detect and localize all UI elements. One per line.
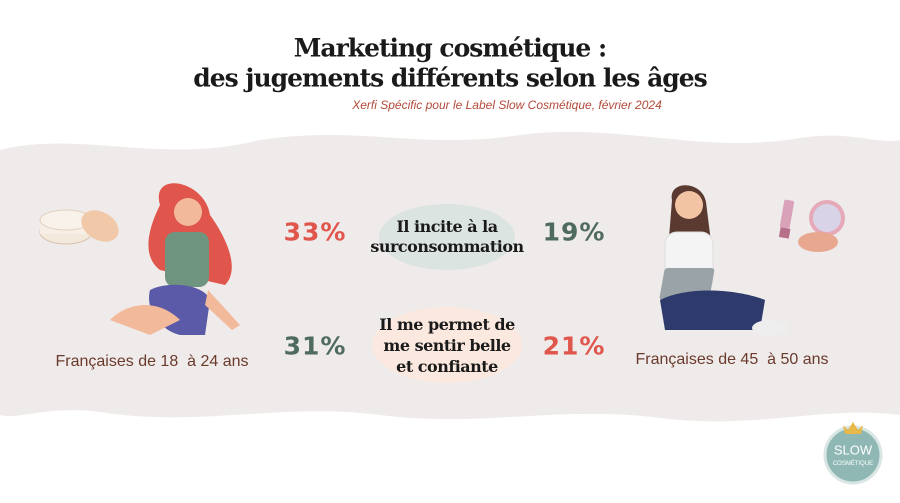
statement-line: Il incite à la [396, 217, 498, 236]
statement-bubble [379, 204, 515, 270]
title-line: Marketing cosmétique : [293, 33, 608, 63]
percentage: 31% [283, 331, 347, 361]
statement-line: me sentir belle [383, 336, 511, 355]
source: Xerfi Spécific pour le Label Slow Cosmét… [352, 98, 662, 112]
statement-line: et confiante [396, 357, 498, 376]
powder-illustration [39, 209, 119, 245]
group-label: Françaises de 45 à 50 ans [635, 351, 829, 368]
logo-crown [843, 422, 863, 434]
logo-text: COSMÉTIQUE [832, 461, 874, 467]
percentage: 19% [542, 217, 606, 247]
statement-bubble [372, 307, 522, 383]
makeup-illustration [778, 199, 845, 252]
percentage: 33% [283, 217, 347, 247]
young-woman-illustration [110, 183, 240, 335]
percentage: 21% [542, 331, 606, 361]
group-label: Françaises de 18 à 24 ans [55, 353, 249, 370]
title-line: des jugements différents selon les âges [193, 63, 707, 93]
statement-line: surconsommation [370, 237, 524, 256]
woman-laptop-illustration [659, 185, 788, 336]
logo-text: SLOW [833, 442, 873, 458]
statement-line: Il me permet de [379, 315, 515, 334]
